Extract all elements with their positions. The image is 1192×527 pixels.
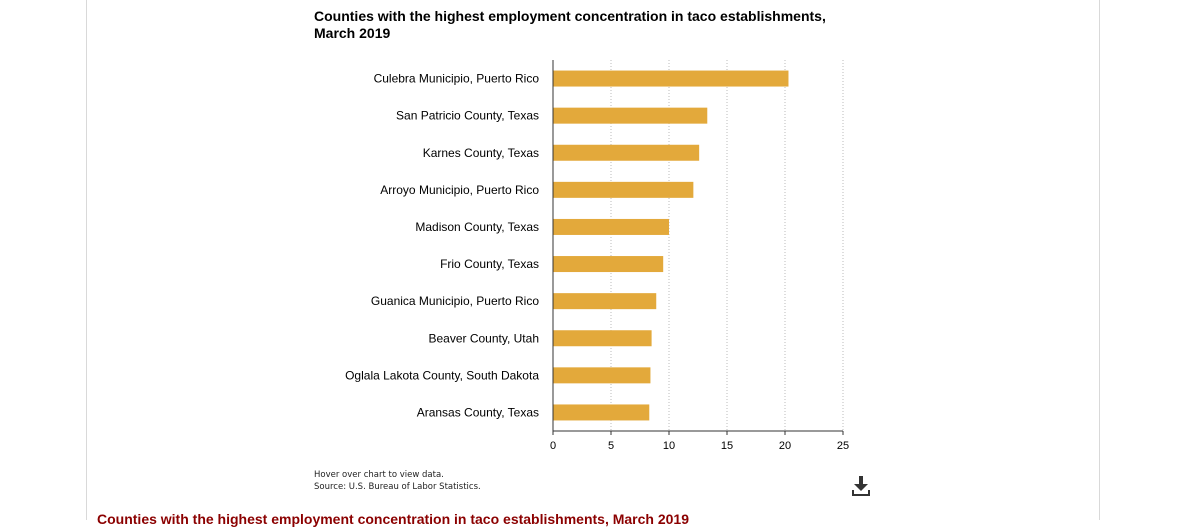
bar[interactable] <box>553 218 669 235</box>
x-tick-label: 5 <box>608 440 614 452</box>
category-label: Guanica Municipio, Puerto Rico <box>371 294 539 308</box>
chart-notes: Hover over chart to view data. Source: U… <box>314 469 481 493</box>
x-tick-label: 25 <box>837 440 849 452</box>
category-label: Madison County, Texas <box>415 220 539 234</box>
category-label: Frio County, Texas <box>440 257 539 271</box>
source-note: Source: U.S. Bureau of Labor Statistics. <box>314 482 481 492</box>
x-tick-label: 10 <box>663 440 675 452</box>
bar[interactable] <box>553 293 657 310</box>
category-label: Aransas County, Texas <box>417 405 539 419</box>
category-label: Oglala Lakota County, South Dakota <box>345 368 539 382</box>
category-label: Karnes County, Texas <box>423 146 539 160</box>
category-label: Culebra Municipio, Puerto Rico <box>374 72 540 86</box>
hover-note: Hover over chart to view data. <box>314 470 444 480</box>
bar[interactable] <box>553 367 651 384</box>
category-label: San Patricio County, Texas <box>396 109 539 123</box>
bar[interactable] <box>553 330 652 347</box>
download-button[interactable] <box>850 474 872 498</box>
chart-title: Counties with the highest employment con… <box>314 8 826 41</box>
x-tick-label: 15 <box>721 440 733 452</box>
bar[interactable] <box>553 70 789 87</box>
x-tick-label: 20 <box>779 440 791 452</box>
bar-chart[interactable]: Culebra Municipio, Puerto Rico San Patric… <box>0 0 1192 470</box>
x-tick-label: 0 <box>550 440 556 452</box>
figure-caption: Counties with the highest employment con… <box>97 511 690 527</box>
category-label: Arroyo Municipio, Puerto Rico <box>380 183 539 197</box>
category-label: Beaver County, Utah <box>428 331 539 345</box>
bar[interactable] <box>553 107 708 124</box>
bar[interactable] <box>553 181 694 198</box>
bar[interactable] <box>553 404 650 421</box>
bar[interactable] <box>553 144 700 161</box>
content-frame <box>86 0 1100 520</box>
bar[interactable] <box>553 256 664 273</box>
download-icon <box>852 476 870 496</box>
